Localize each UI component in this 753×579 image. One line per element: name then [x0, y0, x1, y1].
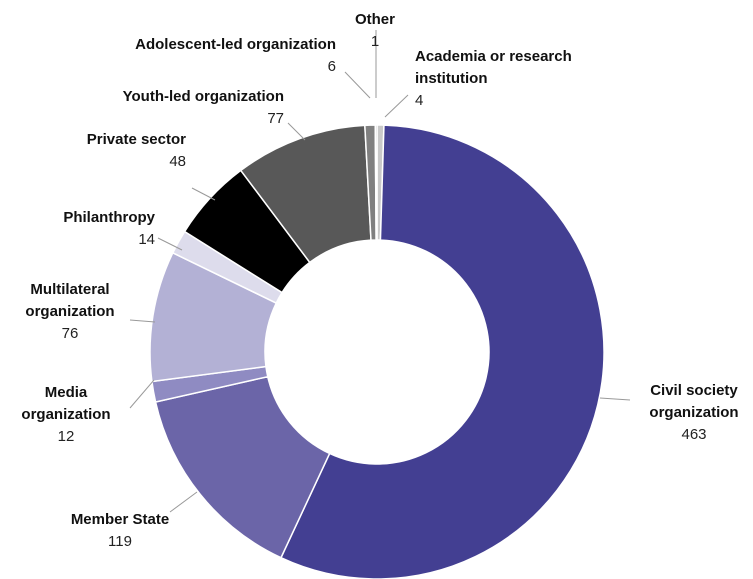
- category-name: Member State: [70, 511, 170, 528]
- category-name: Youth-led organization: [122, 88, 284, 105]
- value-label: 4: [415, 92, 424, 109]
- slice-label: Civil society organization 463: [630, 380, 753, 446]
- value-label: 76: [61, 325, 79, 342]
- value-label: 77: [267, 110, 284, 127]
- slice-label: Multilateral organization 76: [5, 279, 135, 345]
- leader-line: [157, 237, 183, 251]
- leader-line: [384, 94, 409, 118]
- category-name: Media organization: [21, 384, 111, 423]
- value-label: 12: [57, 428, 75, 445]
- slice-label: Other 1: [335, 9, 415, 53]
- leader-line: [344, 71, 371, 99]
- leader-line: [129, 379, 155, 409]
- category-name: Other: [354, 11, 395, 28]
- category-name: Civil society organization: [649, 382, 739, 421]
- slice-label: Academia or research institution 4: [415, 46, 625, 112]
- value-label: 119: [108, 533, 132, 550]
- value-label: 48: [169, 153, 186, 170]
- slice-label: Private sector 48: [40, 129, 186, 173]
- leader-line: [191, 187, 216, 201]
- category-name: Adolescent-led organization: [135, 36, 336, 53]
- donut-slice: [154, 375, 331, 559]
- donut-slice: [374, 124, 378, 241]
- slice-label: Adolescent-led organization 6: [60, 34, 336, 78]
- leader-line: [129, 319, 156, 323]
- leader-line: [287, 122, 306, 141]
- value-label: 14: [138, 231, 155, 248]
- category-name: Philanthropy: [63, 209, 155, 226]
- value-label: 6: [327, 58, 336, 75]
- category-name: Academia or research institution: [415, 48, 572, 87]
- slice-label: Media organization 12: [5, 382, 127, 448]
- category-name: Private sector: [86, 131, 186, 148]
- slice-label: Member State 119: [50, 509, 190, 553]
- value-label: 1: [370, 33, 380, 50]
- value-label: 463: [681, 426, 707, 443]
- slice-label: Youth-led organization 77: [100, 86, 284, 130]
- leader-line: [169, 491, 198, 513]
- slice-label: Philanthropy 14: [20, 207, 155, 251]
- leader-line: [599, 397, 631, 401]
- category-name: Multilateral organization: [25, 281, 115, 320]
